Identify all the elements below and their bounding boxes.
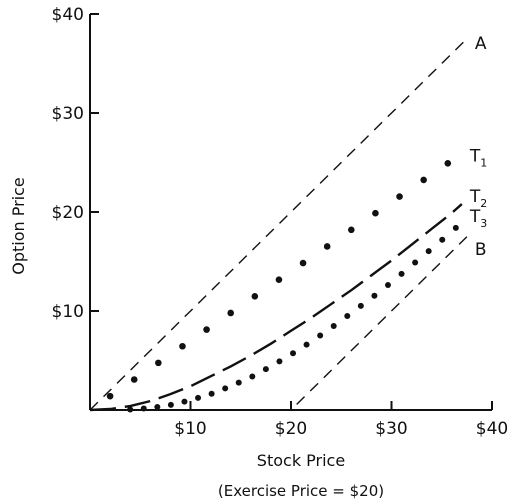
series-point-t1 [323, 243, 331, 250]
series-point-t3 [208, 390, 215, 397]
series-point-t3 [140, 405, 147, 412]
series-point-t1 [227, 309, 234, 317]
series-point-t1 [155, 359, 162, 367]
series-point-t3 [425, 248, 432, 255]
series-label-a: A [475, 34, 487, 54]
series-point-t3 [276, 358, 283, 365]
series-point-t3 [398, 270, 405, 277]
x-tick-label: $40 [476, 419, 508, 439]
y-tick-label: $20 [52, 203, 84, 223]
series-point-t1 [179, 342, 186, 350]
series-point-t3 [167, 401, 174, 408]
series-point-t3 [262, 366, 269, 373]
series-point-t1 [444, 159, 452, 167]
series-label-t2: T2 [469, 187, 487, 210]
series-point-t3 [181, 398, 188, 405]
series-point-t3 [357, 302, 364, 309]
series-point-t3 [371, 292, 378, 299]
series-point-t3 [290, 350, 297, 357]
series-point-t3 [303, 341, 310, 348]
series-point-t1 [251, 293, 259, 300]
series-point-t1 [203, 326, 210, 333]
y-ticks: $10 $20 $30 $40 [52, 5, 99, 322]
series-point-t3 [222, 385, 229, 392]
series-line-b [90, 236, 468, 411]
series-label-b: B [475, 240, 487, 260]
series-t3 [127, 224, 459, 413]
series-point-t3 [452, 224, 459, 231]
series-point-t1 [275, 276, 283, 284]
y-tick-label: $30 [52, 104, 84, 124]
series-point-t3 [330, 322, 337, 329]
series-point-t1 [348, 226, 355, 234]
y-tick-label: $10 [52, 302, 84, 322]
series-line-a [89, 38, 468, 411]
series-line-t2 [89, 203, 463, 412]
series-label-t1: T1 [469, 147, 487, 170]
series-point-t1 [299, 259, 307, 267]
series-t2 [89, 203, 463, 412]
y-axis-title: Option Price [9, 177, 28, 275]
series-point-t3 [439, 236, 446, 243]
series-t1 [106, 159, 452, 400]
x-tick-label: $20 [275, 419, 307, 439]
series-point-t3 [412, 259, 419, 266]
series-point-t3 [195, 394, 202, 401]
series-point-t3 [317, 332, 324, 339]
series-point-t3 [235, 379, 242, 386]
series-point-t1 [396, 193, 403, 200]
series-b [90, 236, 468, 411]
x-tick-label: $10 [174, 419, 206, 439]
series-point-t3 [154, 403, 161, 410]
x-ticks: $10 $20 $30 $40 [174, 401, 508, 439]
chart-subtitle: (Exercise Price = $20) [218, 482, 384, 500]
series-point-t1 [420, 176, 427, 184]
x-axis-title: Stock Price [257, 451, 345, 470]
series-label-t3: T3 [469, 207, 487, 230]
series-layer [89, 38, 468, 413]
x-tick-label: $30 [375, 419, 407, 439]
series-point-t1 [372, 209, 379, 217]
series-point-t1 [106, 392, 114, 400]
series-point-t1 [130, 376, 138, 383]
series-point-t3 [249, 373, 256, 380]
series-point-t3 [384, 282, 391, 289]
series-a [89, 38, 468, 411]
series-point-t3 [344, 312, 351, 319]
y-tick-label: $40 [52, 5, 84, 25]
